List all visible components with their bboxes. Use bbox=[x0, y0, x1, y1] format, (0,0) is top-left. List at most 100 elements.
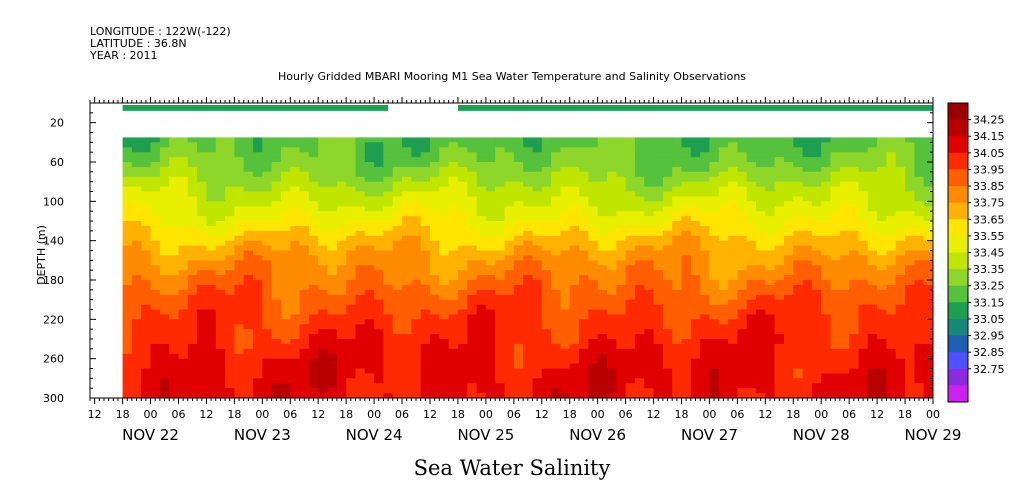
salinity-cell bbox=[495, 289, 506, 296]
salinity-cell bbox=[653, 206, 664, 212]
salinity-cell bbox=[318, 265, 329, 271]
salinity-cell bbox=[923, 206, 933, 212]
salinity-cell bbox=[234, 388, 245, 394]
salinity-cell bbox=[355, 275, 366, 281]
salinity-cell bbox=[765, 221, 776, 227]
salinity-cell bbox=[867, 383, 878, 389]
salinity-cell bbox=[597, 216, 608, 222]
salinity-cell bbox=[895, 299, 906, 306]
salinity-cell bbox=[551, 245, 561, 252]
salinity-cell bbox=[784, 166, 794, 173]
salinity-cell bbox=[383, 191, 394, 197]
salinity-cell bbox=[215, 284, 226, 291]
salinity-cell bbox=[709, 235, 720, 242]
salinity-cell bbox=[644, 363, 655, 370]
salinity-cell bbox=[178, 270, 189, 276]
salinity-cell bbox=[122, 137, 133, 143]
salinity-cell bbox=[662, 378, 673, 384]
salinity-cell bbox=[923, 393, 933, 398]
salinity-cell bbox=[271, 171, 282, 178]
salinity-cell bbox=[392, 176, 403, 183]
salinity-cell bbox=[122, 294, 133, 301]
year-label: YEAR : 2011 bbox=[89, 49, 158, 62]
salinity-cell bbox=[234, 348, 245, 355]
salinity-cell bbox=[281, 393, 291, 398]
salinity-cell bbox=[821, 186, 832, 193]
salinity-cell bbox=[523, 388, 533, 394]
salinity-cell bbox=[830, 171, 841, 178]
salinity-cell bbox=[905, 329, 915, 335]
salinity-cell bbox=[737, 260, 748, 266]
salinity-cell bbox=[383, 358, 394, 365]
salinity-cell bbox=[290, 378, 301, 384]
salinity-cell bbox=[225, 319, 235, 325]
salinity-cell bbox=[895, 368, 906, 374]
salinity-cell bbox=[150, 235, 161, 242]
salinity-cell bbox=[159, 294, 170, 301]
salinity-cell bbox=[662, 329, 673, 335]
salinity-cell bbox=[523, 255, 533, 261]
salinity-cell bbox=[905, 171, 915, 178]
salinity-cell bbox=[448, 186, 459, 193]
salinity-cell bbox=[569, 284, 580, 291]
salinity-cell bbox=[849, 191, 860, 197]
salinity-cell bbox=[159, 348, 170, 355]
salinity-cell bbox=[299, 235, 310, 242]
salinity-cell bbox=[653, 245, 664, 252]
salinity-cell bbox=[150, 378, 161, 384]
salinity-cell bbox=[728, 363, 738, 370]
salinity-cell bbox=[765, 137, 776, 143]
salinity-cell bbox=[513, 353, 524, 360]
salinity-cell bbox=[131, 299, 142, 306]
salinity-cell bbox=[737, 280, 748, 286]
salinity-cell bbox=[290, 166, 301, 173]
salinity-cell bbox=[784, 152, 794, 158]
salinity-cell bbox=[579, 373, 589, 379]
salinity-cell bbox=[886, 289, 897, 296]
salinity-cell bbox=[327, 358, 338, 365]
salinity-cell bbox=[905, 201, 915, 207]
salinity-cell bbox=[579, 250, 589, 256]
salinity-cell bbox=[728, 250, 738, 256]
salinity-cell bbox=[243, 383, 254, 389]
salinity-cell bbox=[420, 309, 431, 315]
salinity-cell bbox=[308, 211, 319, 217]
salinity-cell bbox=[560, 171, 571, 178]
salinity-cell bbox=[681, 314, 692, 320]
salinity-cell bbox=[560, 245, 571, 252]
salinity-cell bbox=[299, 368, 310, 374]
salinity-cell bbox=[690, 201, 701, 207]
salinity-cell bbox=[420, 294, 431, 301]
salinity-cell bbox=[774, 162, 785, 168]
salinity-cell bbox=[420, 358, 431, 365]
salinity-cell bbox=[336, 171, 347, 178]
salinity-cell bbox=[718, 388, 729, 394]
salinity-cell bbox=[299, 353, 310, 360]
salinity-cell bbox=[327, 176, 338, 183]
salinity-cell bbox=[541, 201, 552, 207]
salinity-cell bbox=[131, 363, 142, 370]
salinity-cell bbox=[290, 284, 301, 291]
salinity-cell bbox=[811, 206, 822, 212]
salinity-cell bbox=[560, 275, 571, 281]
salinity-cell bbox=[811, 157, 822, 163]
salinity-cell bbox=[299, 201, 310, 207]
salinity-cell bbox=[653, 280, 664, 286]
salinity-cell bbox=[402, 255, 412, 261]
salinity-cell bbox=[457, 157, 468, 163]
salinity-cell bbox=[402, 196, 412, 202]
salinity-cell bbox=[625, 255, 636, 261]
salinity-cell bbox=[392, 186, 403, 193]
salinity-cell bbox=[830, 260, 841, 266]
salinity-cell bbox=[728, 309, 738, 315]
salinity-cell bbox=[281, 388, 291, 394]
salinity-cell bbox=[877, 142, 887, 148]
salinity-cell bbox=[662, 211, 673, 217]
salinity-cell bbox=[774, 265, 785, 271]
salinity-cell bbox=[923, 260, 933, 266]
salinity-cell bbox=[290, 294, 301, 301]
salinity-cell bbox=[439, 289, 450, 296]
salinity-cell bbox=[253, 270, 263, 276]
salinity-cell bbox=[662, 373, 673, 379]
salinity-cell bbox=[746, 137, 757, 143]
